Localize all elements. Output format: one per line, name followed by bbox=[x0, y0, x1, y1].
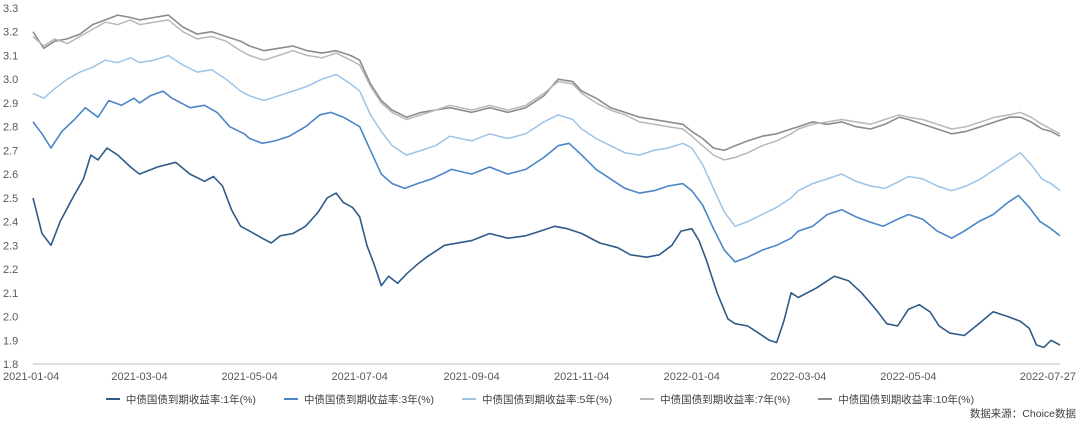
x-tick-label: 2022-07-27 bbox=[1020, 371, 1076, 383]
y-tick-label: 3.2 bbox=[3, 27, 18, 39]
x-tick-label: 2022-05-04 bbox=[880, 371, 936, 383]
series-line-3 bbox=[32, 54, 1061, 228]
series-line-4 bbox=[32, 19, 1061, 161]
legend-item: 中债国债到期收益率:7年(%) bbox=[640, 388, 790, 410]
x-tick-label: 2021-07-04 bbox=[332, 371, 388, 383]
legend-label: 中债国债到期收益率:5年(%) bbox=[482, 393, 613, 406]
data-source-note: 数据来源：Choice数据 bbox=[969, 408, 1076, 420]
y-axis-tick-labels: 1.8 1.9 2.0 2.1 2.2 2.3 2.4 2.5 2.6 2.7 2.8 2.9 3.0 3… bbox=[3, 3, 18, 371]
legend-label: 中债国债到期收益率:3年(%) bbox=[303, 393, 435, 406]
legend-swatch bbox=[818, 398, 833, 400]
legend-label: 中债国债到期收益率:7年(%) bbox=[660, 393, 791, 406]
series-lines bbox=[32, 14, 1061, 349]
legend-item: 中债国债到期收益率:1年(%) bbox=[105, 388, 256, 410]
y-tick-label: 2.8 bbox=[3, 122, 18, 134]
y-tick-label: 2.6 bbox=[3, 169, 18, 181]
legend-swatch bbox=[640, 398, 655, 400]
legend-swatch bbox=[105, 398, 120, 400]
legend-swatch bbox=[462, 398, 477, 400]
y-tick-label: 1.8 bbox=[3, 359, 18, 371]
y-tick-label: 2.7 bbox=[3, 145, 18, 157]
x-tick-label: 2021-11-04 bbox=[554, 371, 609, 383]
x-axis-tick-labels: 2021-01-04 2021-03-04 2021-05-04 2021-07-04… bbox=[3, 371, 1076, 383]
y-tick-label: 3.1 bbox=[3, 50, 18, 62]
line-chart: 1.8 1.9 2.0 2.1 2.2 2.3 2.4 2.5 2.6 2.7 2.8 2.9 3.0 3… bbox=[3, 3, 1076, 383]
y-tick-label: 2.1 bbox=[3, 288, 18, 300]
y-tick-label: 3.3 bbox=[3, 3, 18, 15]
y-tick-label: 2.5 bbox=[3, 193, 18, 205]
y-tick-label: 1.9 bbox=[3, 335, 18, 347]
x-tick-label: 2021-05-04 bbox=[221, 371, 277, 383]
y-tick-label: 3.0 bbox=[3, 74, 18, 86]
legend-item: 中债国债到期收益率:3年(%) bbox=[283, 388, 435, 410]
y-tick-label: 2.2 bbox=[3, 264, 18, 276]
x-tick-label: 2021-01-04 bbox=[3, 371, 59, 383]
series-line-2 bbox=[32, 90, 1061, 263]
y-tick-label: 2.3 bbox=[3, 240, 18, 252]
legend-item: 中债国债到期收益率:5年(%) bbox=[462, 388, 612, 410]
y-tick-label: 2.0 bbox=[3, 312, 18, 324]
y-tick-label: 2.4 bbox=[3, 217, 18, 229]
x-tick-label: 2022-01-04 bbox=[664, 371, 720, 383]
series-line-1 bbox=[32, 147, 1061, 349]
x-tick-label: 2021-03-04 bbox=[111, 371, 167, 383]
y-tick-label: 2.9 bbox=[3, 98, 18, 110]
legend-item: 中债国债到期收益率:10年(%) bbox=[818, 388, 974, 410]
legend-label: 中债国债到期收益率:1年(%) bbox=[125, 393, 256, 406]
legend-label: 中债国债到期收益率:10年(%) bbox=[838, 393, 975, 406]
chart-legend: 中债国债到期收益率:1年(%) 中债国债到期收益率:3年(%) 中债国债到期收益率:… bbox=[0, 388, 1080, 410]
legend-swatch bbox=[283, 398, 298, 400]
series-line-5 bbox=[32, 14, 1061, 152]
x-tick-label: 2022-03-04 bbox=[770, 371, 826, 383]
x-tick-label: 2021-09-04 bbox=[443, 371, 499, 383]
